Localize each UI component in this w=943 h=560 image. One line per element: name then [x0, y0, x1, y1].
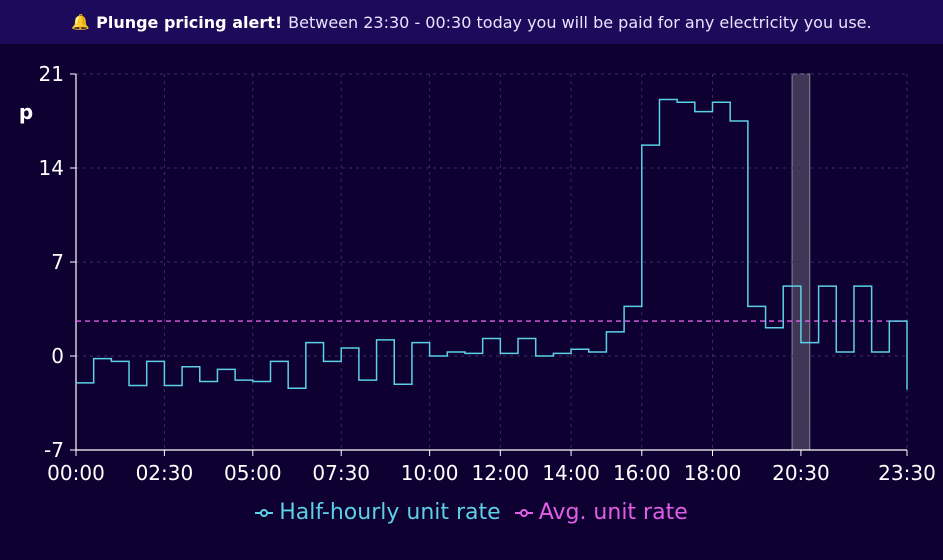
- half-hourly-unit-rate-line: [76, 98, 908, 390]
- y-tick-label: 21: [39, 62, 64, 86]
- x-tick-label: 10:00: [401, 461, 459, 485]
- unit-rate-chart[interactable]: 21 14 7 0 -700:00 02:30 05:00 07:30 10:00 12:00 14…: [0, 44, 943, 494]
- y-tick-label: -7: [44, 438, 64, 462]
- x-tick-label: 12:00: [472, 461, 530, 485]
- chart-legend: Half-hourly unit rate Avg. unit rate: [0, 500, 943, 525]
- x-tick-label: 20:30: [772, 461, 830, 485]
- x-tick-label: 18:00: [684, 461, 742, 485]
- x-tick-label: 16:00: [613, 461, 671, 485]
- legend-marker-half-hourly-icon: [255, 507, 274, 519]
- x-tick-label: 23:30: [878, 461, 936, 485]
- chart-panel: 21 14 7 0 -7 00:00 02:30 05:00 07:30 10:00 12:00 14…: [0, 44, 943, 560]
- legend-item-half-hourly[interactable]: Half-hourly unit rate: [255, 500, 501, 525]
- x-tick-label: 00:00: [47, 461, 105, 485]
- plunge-pricing-alert-banner: 🔔 Plunge pricing alert! Between 23:30 - …: [0, 0, 943, 44]
- y-tick-label: 0: [51, 344, 64, 368]
- x-tick-label: 14:00: [542, 461, 600, 485]
- y-tick-label: 14: [39, 156, 64, 180]
- bell-icon: 🔔: [71, 13, 91, 31]
- alert-title: Plunge pricing alert!: [96, 12, 283, 32]
- x-tick-label: 05:00: [224, 461, 282, 485]
- alert-message: Between 23:30 - 00:30 today you will be …: [288, 12, 872, 32]
- x-tick-label: 02:30: [136, 461, 194, 485]
- legend-marker-avg-icon: [514, 507, 533, 519]
- legend-label-half-hourly: Half-hourly unit rate: [279, 500, 501, 525]
- y-axis-label: p: [19, 100, 33, 124]
- x-tick-label: 07:30: [312, 461, 370, 485]
- legend-item-avg[interactable]: Avg. unit rate: [514, 500, 688, 525]
- legend-label-avg: Avg. unit rate: [538, 500, 688, 525]
- y-tick-label: 7: [51, 250, 64, 274]
